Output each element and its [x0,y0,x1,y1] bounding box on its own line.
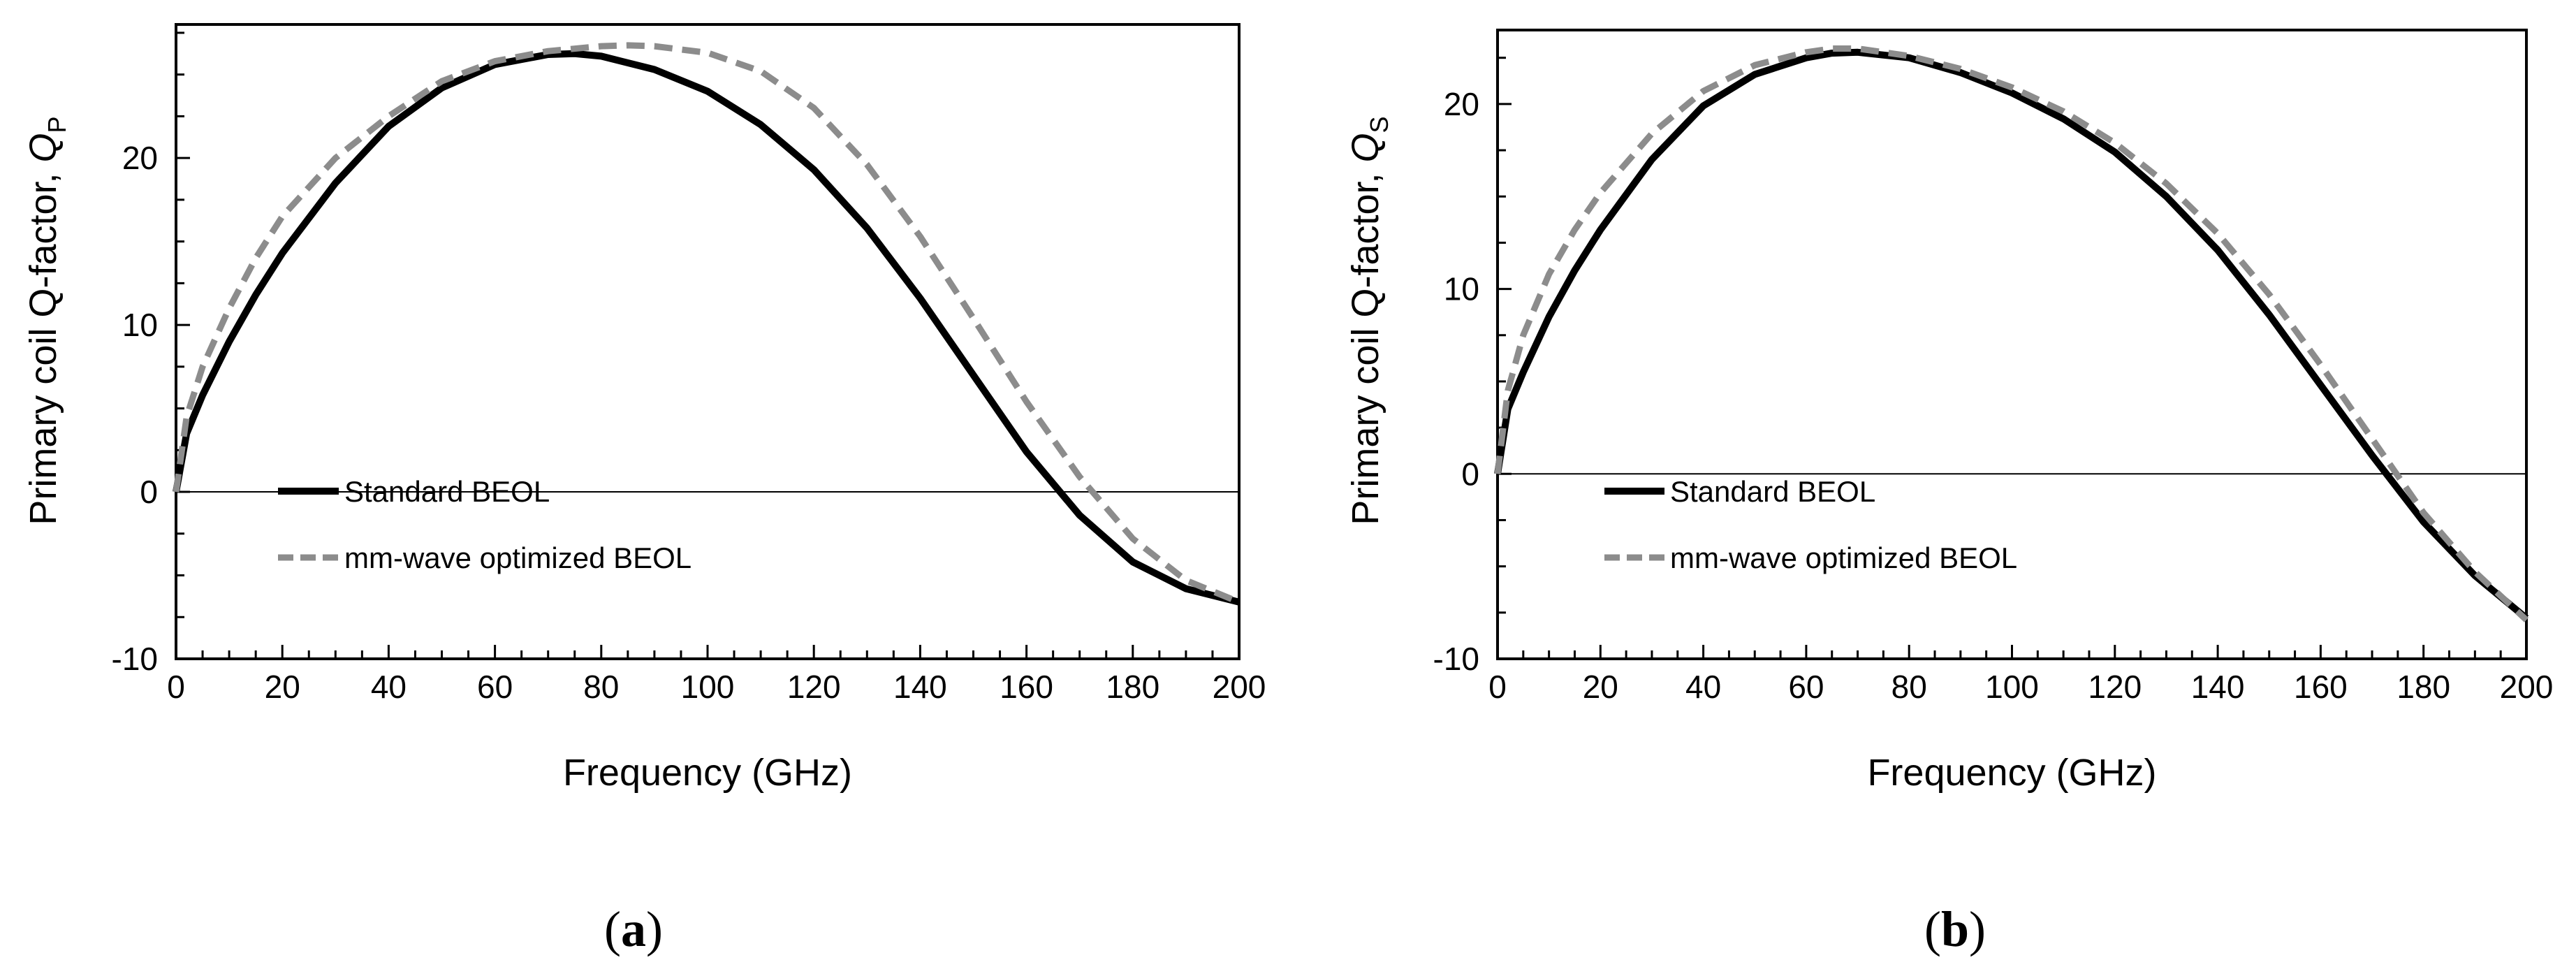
x-tick-label: 120 [2088,669,2142,705]
x-axis-title: Frequency (GHz) [1867,752,2156,794]
legend-label: mm-wave optimized BEOL [344,541,691,574]
x-tick-label: 60 [477,669,513,705]
plot-frame [175,23,1241,660]
x-tick-label: 0 [167,669,185,705]
y-axis-title-subscript: S [1365,116,1393,133]
x-tick-label: 160 [1000,669,1053,705]
x-tick-label: 100 [681,669,735,705]
y-tick-label: 20 [122,140,158,176]
y-tick-label: 20 [1444,86,1479,122]
panel-label: (a) [604,901,663,957]
y-axis-title: Primary coil Q-factor, QP [22,116,71,525]
x-tick-label: 80 [1891,669,1927,705]
x-tick-label: 180 [2396,669,2450,705]
series-line-mmwave [1494,45,2529,622]
y-tick-label: -10 [1433,641,1479,677]
y-tick-label: 10 [1444,271,1479,307]
y-tick-label: 0 [140,474,158,510]
panel-a: 0 20 40 60 80 100 120 140 160 180 200-1001020Frequ… [22,23,1266,957]
panel-label-open: ( [604,901,621,957]
panel-label-close: ) [646,901,663,957]
series-line-standard [1494,48,2529,621]
x-tick-label: 20 [1583,669,1618,705]
x-tick-label: 200 [1213,669,1266,705]
x-tick-label: 40 [371,669,407,705]
y-axis-title-text: Primary coil Q-factor, [22,162,64,525]
panel-label-close: ) [1969,901,1986,957]
x-tick-label: 40 [1685,669,1721,705]
panel-label-letter: a [621,901,646,957]
x-tick-label: 60 [1788,669,1824,705]
legend-label: Standard BEOL [344,475,550,508]
panel-b: 0 20 40 60 80 100 120 140 160 180 200-1001020Frequ… [1345,29,2554,957]
panel-label-open: ( [1924,901,1941,957]
x-tick-label: 200 [2500,669,2554,705]
series-line-mmwave [173,42,1241,605]
x-axis-title: Frequency (GHz) [563,752,852,794]
x-tick-label: 120 [787,669,841,705]
x-tick-label: 100 [1985,669,2039,705]
x-tick-label: 180 [1106,669,1159,705]
y-axis-title-symbol: Q [22,133,64,162]
y-axis-title-subscript: P [43,116,71,133]
y-axis-title-symbol: Q [1345,133,1386,162]
x-tick-label: 0 [1488,669,1507,705]
x-tick-label: 20 [265,669,300,705]
panel-label-letter: b [1941,901,1969,957]
y-axis-title: Primary coil Q-factor, QS [1345,116,1393,525]
legend-label: Standard BEOL [1670,475,1875,508]
x-tick-label: 80 [583,669,619,705]
y-tick-label: 10 [122,307,158,343]
y-tick-label: -10 [112,641,158,677]
y-tick-label: 0 [1461,456,1479,492]
x-tick-label: 140 [2191,669,2245,705]
x-tick-label: 160 [2294,669,2348,705]
y-axis-title-text: Primary coil Q-factor, [1345,162,1386,525]
series-line-standard [173,50,1241,606]
legend-label: mm-wave optimized BEOL [1670,541,2017,574]
x-tick-label: 140 [893,669,947,705]
panel-label: (b) [1924,901,1986,957]
